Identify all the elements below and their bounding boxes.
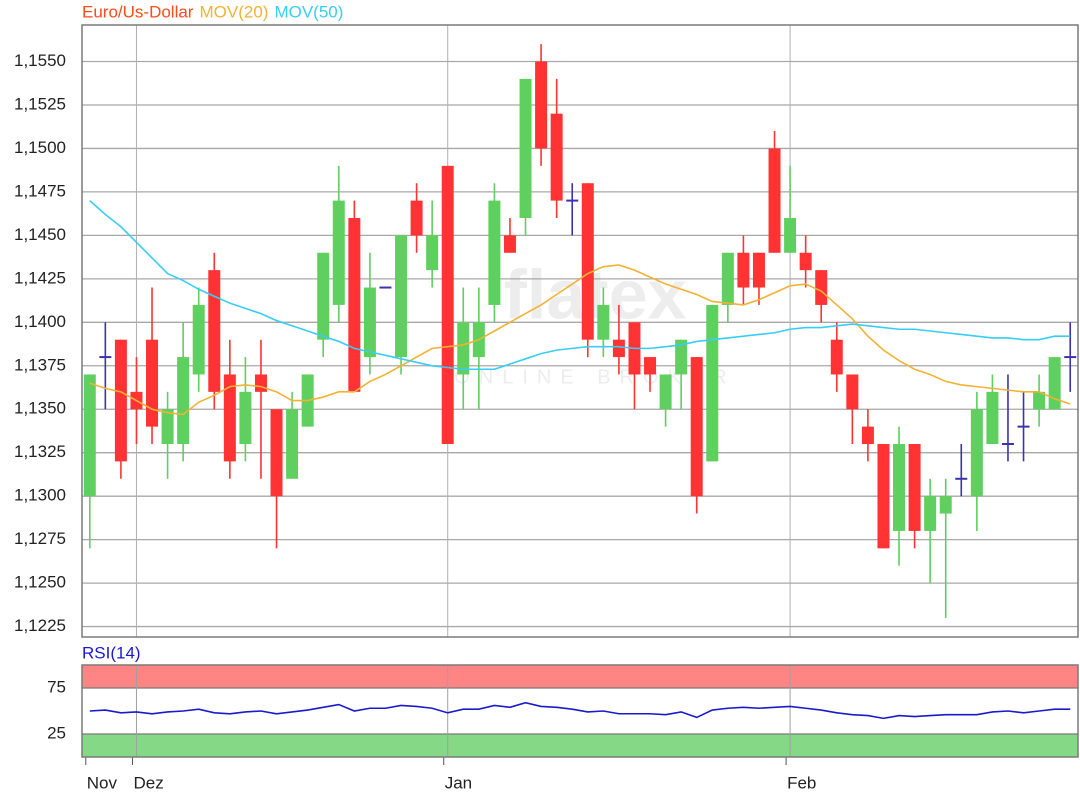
x-tick-label: Jan [445, 773, 472, 792]
candle-body [1033, 391, 1046, 410]
candle-body [768, 148, 781, 253]
y-tick-label: 1,1300 [14, 486, 66, 505]
candle-body [986, 391, 999, 445]
candle-body [846, 374, 859, 410]
candle-body [908, 444, 921, 531]
candle-body [581, 183, 594, 340]
candle-body [239, 391, 252, 445]
candle-body [690, 357, 703, 497]
candle-body [457, 322, 470, 375]
candle-body [612, 339, 625, 358]
panel-label: RSI(14) [82, 643, 141, 662]
plot-border [81, 24, 1079, 638]
candle-body [721, 252, 734, 305]
moving-average-line [89, 200, 1071, 371]
legend-entry: Euro/Us-Dollar [82, 2, 194, 21]
candle-body [270, 409, 283, 497]
candle-body [939, 496, 952, 514]
y-tick-label: 1,1425 [14, 268, 66, 287]
candle-body [799, 252, 812, 271]
candle-body [177, 357, 190, 445]
candle-body [830, 339, 843, 375]
y-tick-label: 1,1325 [14, 442, 66, 461]
candle-body [254, 374, 267, 392]
candle-body [519, 78, 532, 218]
y-tick-label: 1,1375 [14, 355, 66, 374]
candle-body [332, 200, 345, 305]
candle-body [597, 304, 610, 340]
candle-body [550, 113, 563, 201]
x-tick-label: Dez [133, 773, 163, 792]
watermark-subtitle: ONLINE BROKER [454, 366, 735, 388]
candle-body [737, 252, 750, 288]
candle-body [861, 426, 874, 445]
watermark: flatex [504, 255, 687, 333]
candle-body [659, 374, 672, 410]
candle-body [970, 409, 983, 497]
moving-average-line [89, 264, 1071, 416]
y-tick-label: 1,1550 [14, 51, 66, 70]
candle-body [488, 200, 501, 305]
candle-body [286, 409, 299, 479]
candle-body [503, 235, 516, 253]
plot-background [82, 25, 1078, 637]
candle-body [208, 270, 221, 392]
zone-band [82, 665, 1078, 688]
candle-body [161, 409, 174, 445]
candle-body [363, 287, 376, 358]
candle-body [426, 235, 439, 271]
candle-body [784, 217, 797, 253]
x-tick-label: Feb [787, 773, 816, 792]
candle-body [348, 217, 361, 392]
y-tick-label: 1,1250 [14, 573, 66, 592]
y-tick-label: 1,1525 [14, 94, 66, 113]
rsi-line [89, 701, 1071, 720]
candle-body [893, 444, 906, 531]
y-tick-label: 1,1225 [14, 616, 66, 635]
candle-body [644, 357, 657, 375]
x-tick-label: Nov [87, 773, 118, 792]
candle-body [752, 252, 765, 288]
candle-body [192, 304, 205, 375]
candle-body [317, 252, 330, 340]
y-tick-label: 1,1500 [14, 138, 66, 157]
y-tick-label: 25 [47, 723, 66, 742]
legend-entry: MOV(20) [199, 2, 268, 21]
zone-band [82, 734, 1078, 757]
y-tick-label: 1,1400 [14, 312, 66, 331]
y-tick-label: 1,1350 [14, 399, 66, 418]
candle-body [114, 339, 127, 462]
candle-body [924, 496, 937, 531]
candle-body [223, 374, 236, 462]
candle-body [877, 444, 890, 549]
candle-body [146, 339, 159, 427]
y-tick-label: 1,1450 [14, 225, 66, 244]
candle-body [441, 165, 454, 445]
y-tick-label: 1,1475 [14, 181, 66, 200]
candle-body [1048, 357, 1061, 410]
plot-border [81, 664, 1079, 758]
candle-body [706, 304, 719, 462]
candle-body [395, 235, 408, 358]
candle-body [410, 200, 423, 236]
candle-body [83, 374, 96, 497]
candle-body [535, 61, 548, 149]
legend-entry: MOV(50) [274, 2, 343, 21]
y-tick-label: 75 [47, 677, 66, 696]
candle-body [815, 270, 828, 305]
y-tick-label: 1,1275 [14, 529, 66, 548]
candle-body [675, 339, 688, 375]
